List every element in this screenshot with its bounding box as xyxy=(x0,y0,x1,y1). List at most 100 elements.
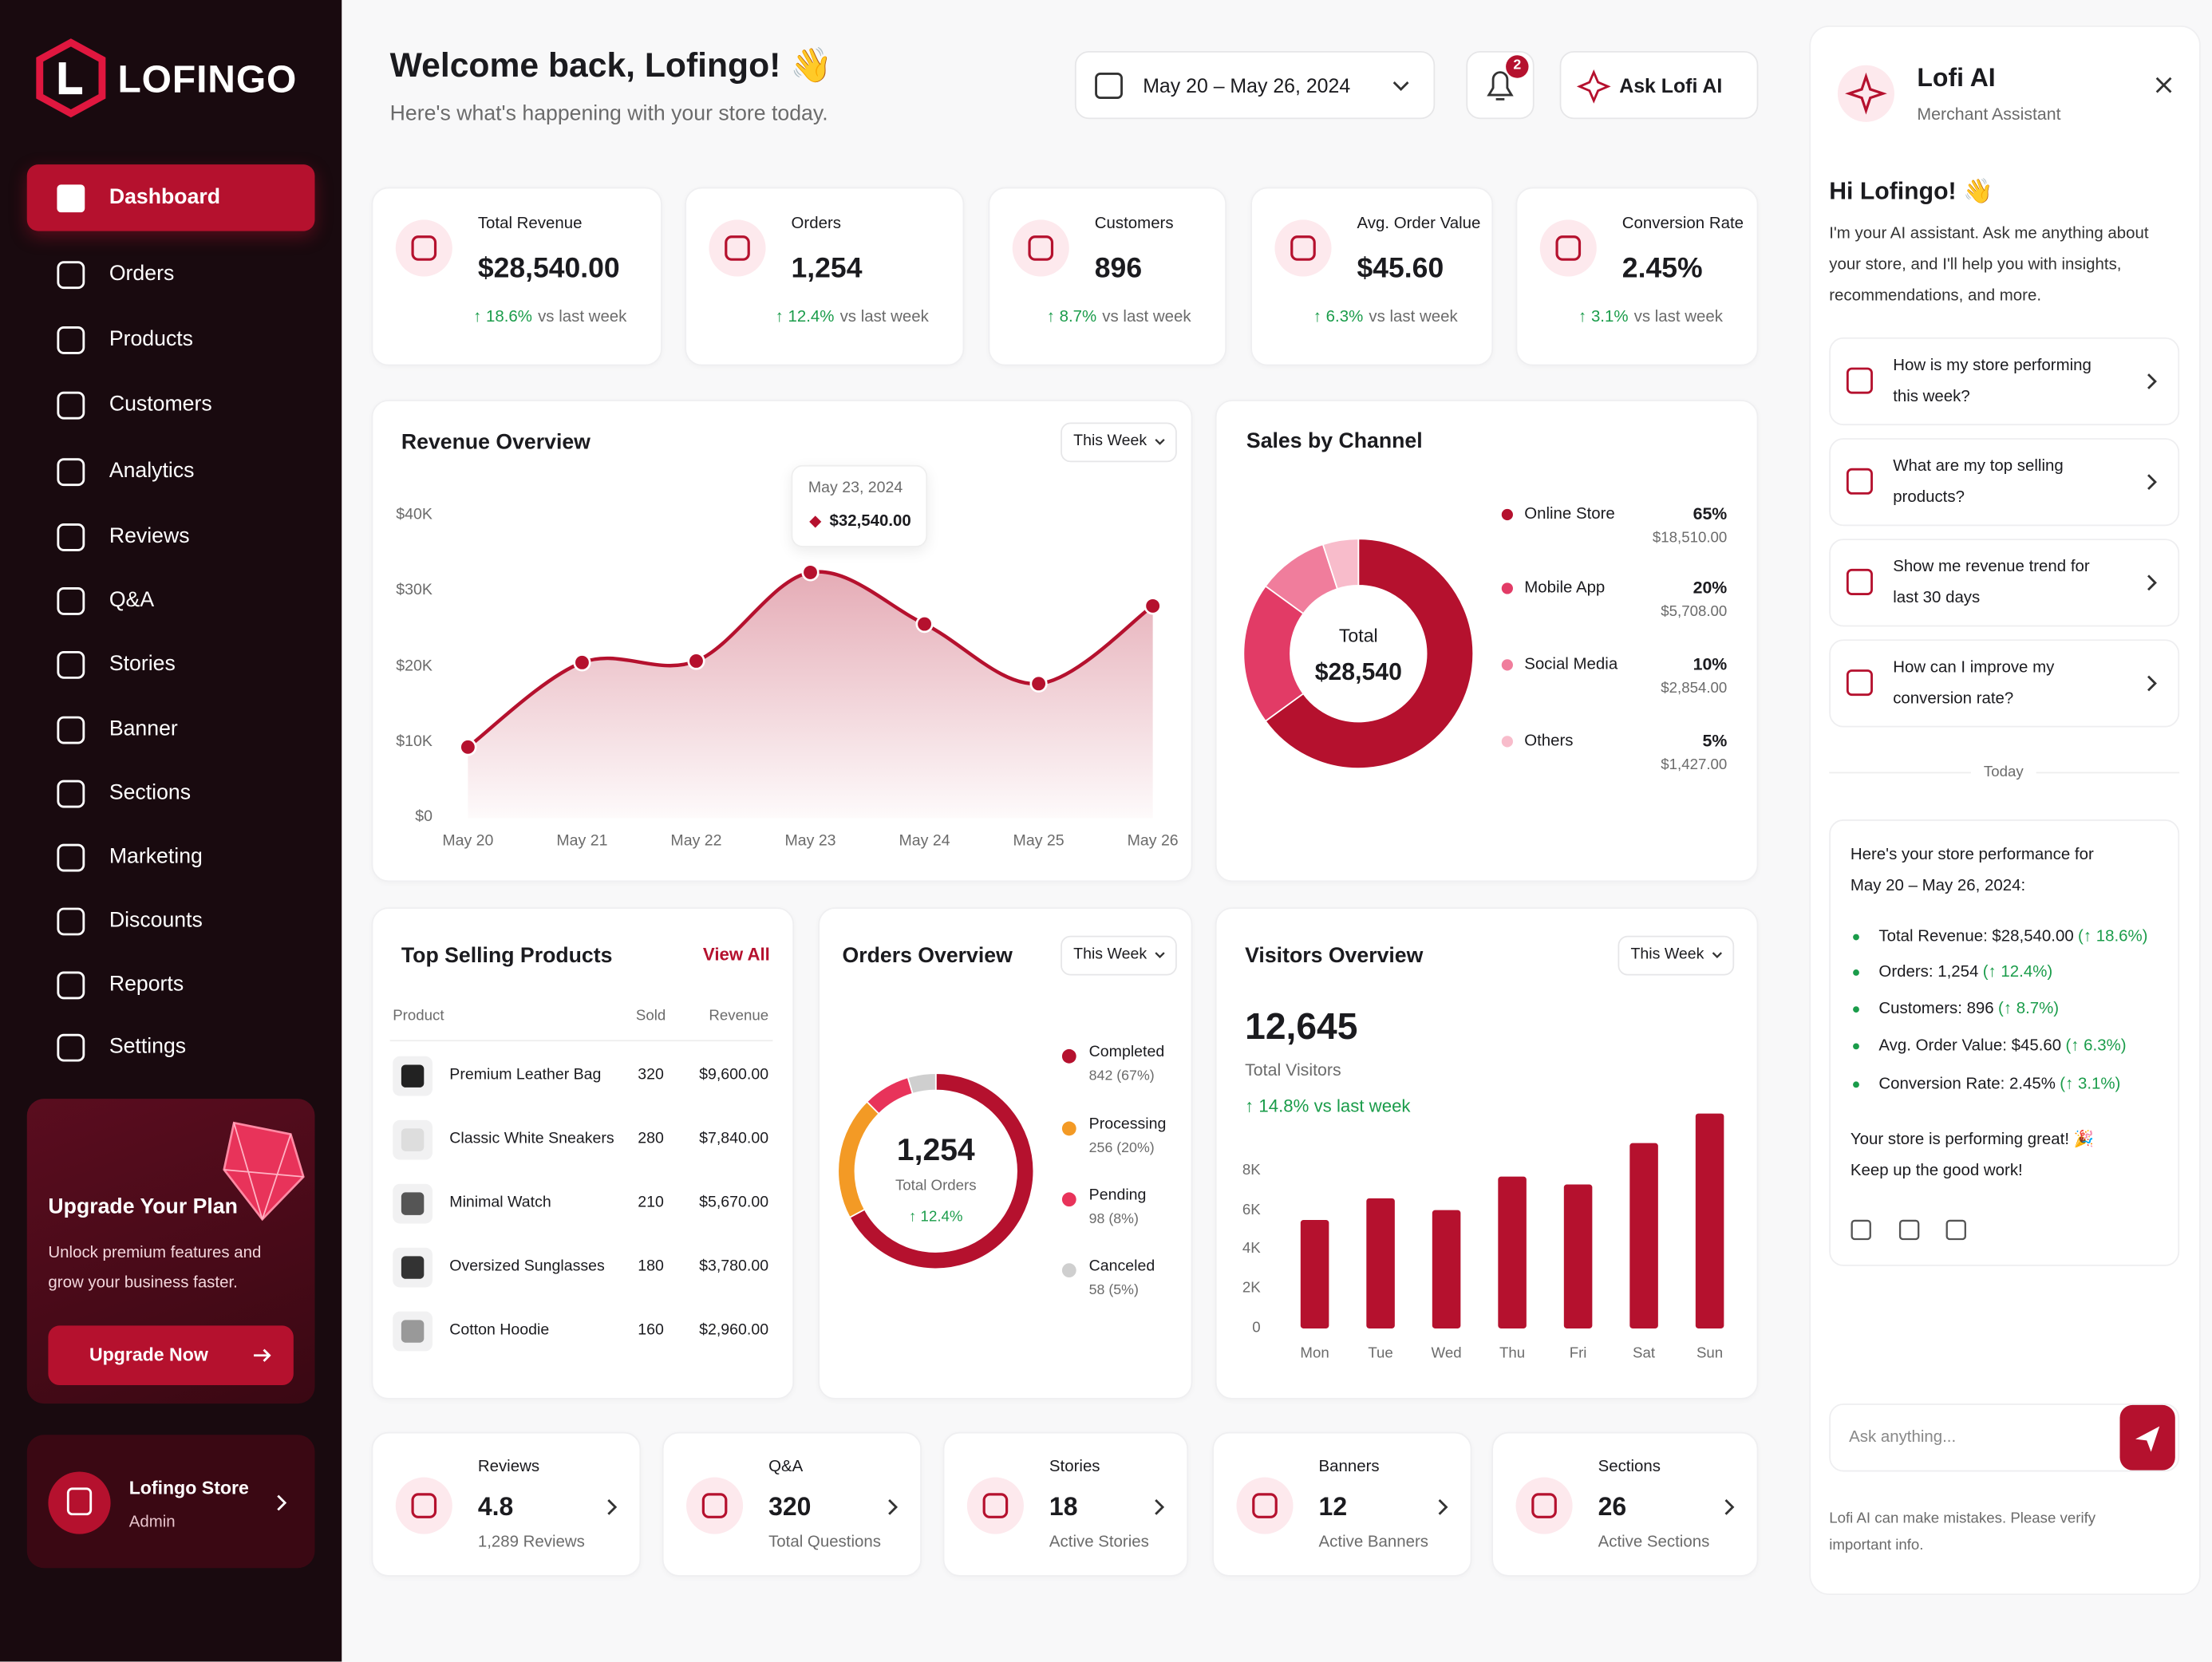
suggestion-text[interactable]: What are my top selling products? xyxy=(1893,457,2064,507)
tooltip-date: May 23, 2024 xyxy=(808,479,903,497)
bullet-main: Avg. Order Value: $45.60 xyxy=(1878,1037,2062,1055)
donut-total: $28,540 xyxy=(1314,658,1402,685)
sales-card xyxy=(1215,400,1759,882)
upgrade-button-label[interactable]: Upgrade Now xyxy=(89,1344,208,1365)
kpi-change-value: ↑ 8.7% xyxy=(1046,309,1097,326)
stat-label: Sections xyxy=(1598,1459,1661,1476)
legend-name: Processing xyxy=(1088,1115,1167,1133)
y-tick-label: 2K xyxy=(1242,1279,1261,1297)
legend-amount: $2,854.00 xyxy=(1661,679,1728,697)
kpi-change-value: ↑ 6.3% xyxy=(1313,309,1364,326)
nav-item[interactable]: Marketing xyxy=(109,844,203,869)
nav-item[interactable]: Reports xyxy=(109,972,184,997)
notifications[interactable] xyxy=(1466,50,1535,120)
ask-label[interactable]: Ask Lofi AI xyxy=(1619,73,1723,97)
legend-value: 5% xyxy=(1702,731,1728,751)
nav-item[interactable]: Reviews xyxy=(109,523,190,549)
stat-value: 26 xyxy=(1598,1492,1627,1522)
nav-item[interactable]: Analytics xyxy=(109,459,195,484)
upgrade-text: Unlock premium features and grow your bu… xyxy=(48,1245,262,1292)
store-card[interactable] xyxy=(26,1435,315,1569)
legend-amount: $1,427.00 xyxy=(1661,756,1728,774)
stat-value: 12 xyxy=(1318,1492,1348,1522)
product-thumb xyxy=(393,1056,433,1096)
stat-value: 320 xyxy=(768,1492,812,1522)
send-button[interactable] xyxy=(2119,1404,2175,1471)
nav-item[interactable]: Settings xyxy=(109,1034,187,1059)
suggestion[interactable] xyxy=(1829,539,2180,627)
period-label[interactable]: This Week xyxy=(1073,432,1147,450)
table-cell: 320 xyxy=(638,1066,664,1084)
nav-item[interactable]: Q&A xyxy=(109,587,155,612)
x-tick-label: May 22 xyxy=(670,832,722,850)
stat-value: 4.8 xyxy=(477,1492,514,1522)
stat-label: Banners xyxy=(1318,1459,1380,1476)
table-cell: 280 xyxy=(638,1130,664,1147)
suggestion[interactable] xyxy=(1829,438,2180,527)
kpi-label: Conversion Rate xyxy=(1621,215,1744,233)
kpi-change-note: vs last week xyxy=(1369,309,1458,326)
suggestion[interactable] xyxy=(1829,639,2180,728)
nav-item[interactable]: Sections xyxy=(109,780,192,805)
sidebar xyxy=(0,0,342,1662)
bullet-change: (↑ 6.3%) xyxy=(2065,1037,2127,1055)
x-tick-label: Mon xyxy=(1300,1344,1329,1362)
revenue-title: Revenue Overview xyxy=(401,430,591,455)
suggestion-text[interactable]: Show me revenue trend for last 30 days xyxy=(1893,559,2090,607)
product-thumb xyxy=(393,1183,433,1224)
bullet-text: Orders: 1,254 (↑ 12.4%) xyxy=(1878,962,2052,983)
view-all[interactable]: View All xyxy=(702,944,770,965)
orders-title: Orders Overview xyxy=(842,943,1013,968)
visitors-total-label: Total Visitors xyxy=(1245,1060,1341,1080)
period-label[interactable]: This Week xyxy=(1630,945,1704,963)
period-label[interactable]: This Week xyxy=(1073,945,1147,963)
disclaimer: Lofi AI can make mistakes. Please verify… xyxy=(1829,1510,2096,1554)
stat-sub: 1,289 Reviews xyxy=(477,1534,585,1551)
nav-item[interactable]: Stories xyxy=(109,651,176,676)
kpi-card xyxy=(988,187,1227,366)
sales-title: Sales by Channel xyxy=(1246,428,1423,453)
legend-value: 65% xyxy=(1693,503,1728,524)
input-placeholder[interactable]: Ask anything... xyxy=(1849,1428,1957,1447)
legend-name: Pending xyxy=(1088,1186,1147,1204)
legend-name: Canceled xyxy=(1088,1257,1155,1275)
nav-item[interactable]: Dashboard xyxy=(109,185,221,210)
nav-item[interactable]: Orders xyxy=(109,262,175,286)
orders-total: 1,254 xyxy=(896,1131,975,1167)
stat-sub: Active Stories xyxy=(1049,1534,1149,1551)
legend-value: 20% xyxy=(1693,578,1728,598)
suggestion-text[interactable]: How can I improve my conversion rate? xyxy=(1893,659,2055,708)
suggestion[interactable] xyxy=(1829,337,2180,426)
x-tick-label: Fri xyxy=(1569,1344,1587,1362)
upgrade-button[interactable] xyxy=(48,1325,294,1386)
nav-item[interactable]: Discounts xyxy=(109,908,203,933)
nav-item[interactable]: Products xyxy=(109,326,194,352)
kpi-label: Avg. Order Value xyxy=(1357,215,1481,233)
product-thumb xyxy=(393,1311,433,1352)
kpi-card xyxy=(685,187,965,366)
table-cell: 160 xyxy=(638,1321,664,1339)
message-intro: Here's your store performance for May 20… xyxy=(1850,846,2094,895)
bullet-text: Total Revenue: $28,540.00 (↑ 18.6%) xyxy=(1878,927,2147,948)
stat-label: Q&A xyxy=(768,1459,804,1476)
legend-name: Online Store xyxy=(1524,506,1615,523)
visitors-card xyxy=(1215,907,1759,1399)
page-subtitle: Here's what's happening with your store … xyxy=(389,101,828,126)
table-cell: Minimal Watch xyxy=(449,1194,551,1211)
bullet-change: (↑ 8.7%) xyxy=(1998,1001,2060,1018)
nav-item[interactable]: Banner xyxy=(109,717,178,741)
kpi-value: $28,540.00 xyxy=(477,253,620,285)
assistant-panel xyxy=(1809,25,2201,1596)
kpi-change-note: vs last week xyxy=(1102,309,1191,326)
stat-value: 18 xyxy=(1049,1492,1078,1522)
legend-value: 98 (8%) xyxy=(1088,1211,1139,1228)
notification-count: 2 xyxy=(1513,57,1522,73)
kpi-change: ↑ 18.6% vs last week xyxy=(473,307,626,328)
suggestion-text[interactable]: How is my store performing this week? xyxy=(1893,357,2092,406)
nav-item[interactable]: Customers xyxy=(109,392,212,416)
legend-amount: $5,708.00 xyxy=(1661,602,1728,621)
date-picker[interactable] xyxy=(1074,50,1436,120)
assistant-title: Lofi AI xyxy=(1917,63,1996,93)
product-thumb xyxy=(393,1247,433,1288)
